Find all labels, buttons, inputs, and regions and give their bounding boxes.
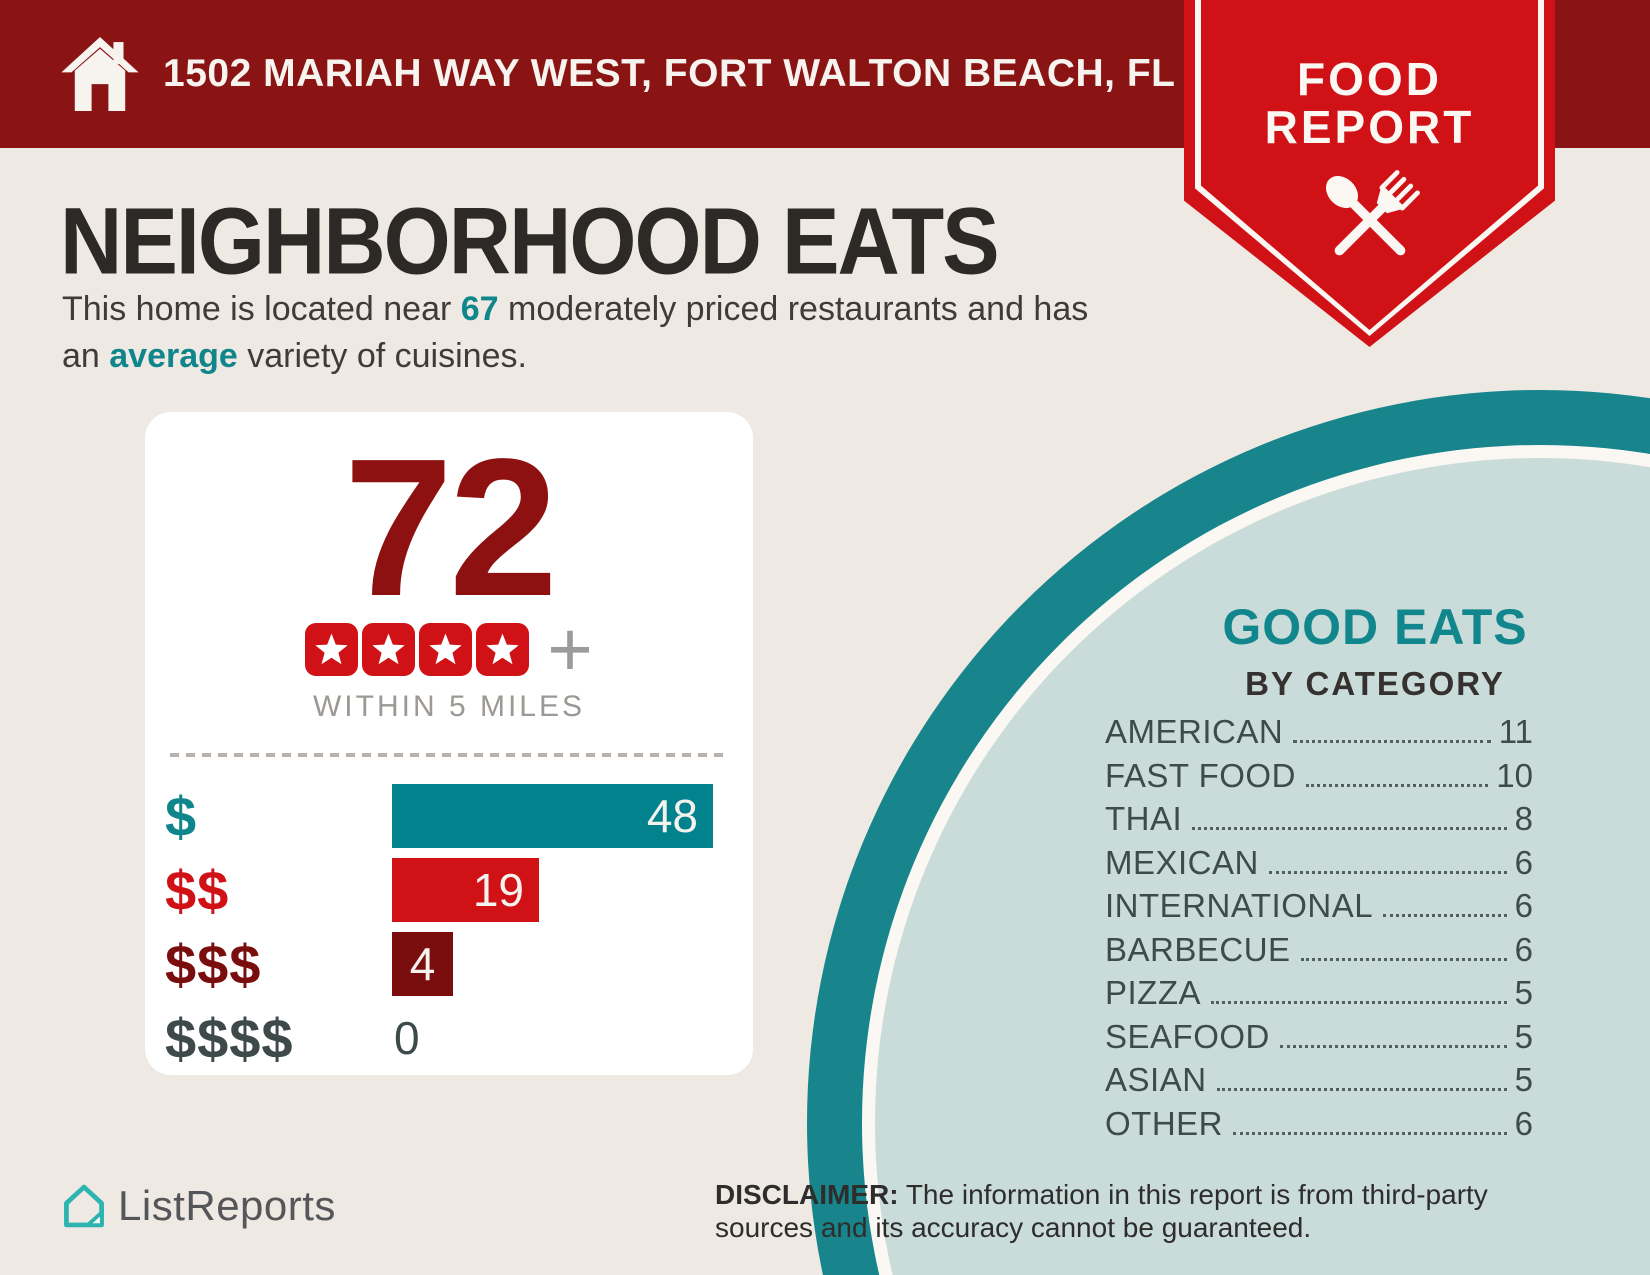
listreports-house-icon [64, 1184, 104, 1228]
property-address: 1502 MARIAH WAY WEST, FORT WALTON BEACH,… [163, 52, 1298, 95]
dashed-divider [170, 753, 725, 757]
dotted-leader [1233, 1131, 1507, 1135]
price-bar-row: $$$ 4 4 [165, 932, 735, 996]
category-label: AMERICAN [1105, 713, 1284, 750]
price-tier-label: $$$ [165, 932, 262, 996]
category-row: INTERNATIONAL 6 [1105, 887, 1533, 931]
category-row: ASIAN 5 [1105, 1061, 1533, 1105]
good-eats-header: GOOD EATS BY CATEGORY [1140, 598, 1610, 703]
ribbon-title-line1: FOOD [1297, 53, 1442, 105]
category-row: BARBECUE 6 [1105, 931, 1533, 975]
crossed-spoon-fork-icon [1325, 170, 1420, 256]
price-bar-chart: $ 48 48 $$ 19 19 $$$ [165, 784, 735, 1070]
disclaimer-text: The information in this report is from t… [715, 1179, 1488, 1243]
category-count: 10 [1496, 756, 1533, 794]
price-bar-value: 19 [472, 864, 524, 916]
category-count: 8 [1514, 800, 1533, 837]
category-label: FAST FOOD [1105, 756, 1296, 794]
price-bar-value: 4 [409, 938, 436, 990]
dotted-leader [1192, 827, 1507, 830]
category-label: MEXICAN [1105, 843, 1259, 881]
food-report-ribbon: FOOD REPORT [1184, 0, 1555, 347]
score-card: 72 [145, 412, 753, 1075]
price-bar: 4 [392, 932, 453, 996]
category-count: 5 [1514, 974, 1533, 1011]
star-icon [419, 623, 473, 676]
disclaimer-label: DISCLAIMER: [715, 1179, 899, 1210]
star-icon [362, 623, 416, 676]
home-icon [61, 37, 139, 111]
star-rating: + [145, 605, 753, 693]
subtitle-segment: variety of cuisines. [237, 337, 527, 375]
category-count: 5 [1514, 1017, 1533, 1055]
category-row: MEXICAN 6 [1105, 844, 1533, 888]
price-bar-row: $$ 19 19 [165, 858, 735, 922]
good-eats-category-list: AMERICAN 11 FAST FOOD 10 THAI 8 MEXICAN … [1105, 713, 1533, 1148]
category-label: OTHER [1105, 1104, 1223, 1142]
category-row: THAI 8 [1105, 800, 1533, 844]
star-icon [476, 623, 530, 676]
price-bar-row: $ 48 48 [165, 784, 735, 848]
category-count: 11 [1498, 713, 1533, 750]
price-zero-value: 0 [394, 1012, 420, 1064]
restaurant-score: 72 [343, 418, 558, 637]
category-row: PIZZA 5 [1105, 974, 1533, 1018]
category-label: ASIAN [1105, 1061, 1207, 1098]
category-count: 5 [1514, 1061, 1533, 1098]
category-row: OTHER 6 [1105, 1105, 1533, 1149]
disclaimer: DISCLAIMER: The information in this repo… [715, 1178, 1575, 1244]
category-label: PIZZA [1105, 974, 1202, 1011]
dotted-leader [1216, 1088, 1507, 1091]
good-eats-title: GOOD EATS [1222, 599, 1528, 655]
listreports-logo: ListReports [62, 1182, 336, 1230]
category-row: SEAFOOD 5 [1105, 1018, 1533, 1062]
dotted-leader [1305, 783, 1489, 787]
dotted-leader [1279, 1044, 1507, 1048]
dotted-leader [1293, 740, 1491, 743]
category-count: 6 [1514, 1104, 1533, 1142]
price-bar: 48 [392, 784, 713, 848]
subtitle-segment: This home is located near [62, 290, 461, 328]
category-count: 6 [1514, 843, 1533, 881]
plus-sign: + [547, 605, 593, 693]
radius-label: WITHIN 5 MILES [312, 690, 586, 723]
price-bar-value: 48 [646, 790, 698, 842]
category-row: AMERICAN 11 [1105, 713, 1533, 757]
ribbon-title-line2: REPORT [1264, 101, 1475, 153]
subtitle-segment: average [109, 337, 238, 375]
category-label: THAI [1105, 800, 1183, 837]
subtitle-segment: 67 [460, 290, 499, 328]
subtitle-segment: moderately priced restaurants and has an [62, 290, 1089, 375]
price-tier-label: $$ [165, 858, 230, 922]
price-bar-row: $$$$ 0 0 [165, 1006, 735, 1070]
category-row: FAST FOOD 10 [1105, 757, 1533, 801]
price-tier-label: $ [165, 784, 198, 848]
price-bar: 19 [392, 858, 539, 922]
dotted-leader [1211, 1001, 1507, 1004]
category-count: 6 [1514, 887, 1533, 924]
page-subtitle: This home is located near 67 moderately … [62, 286, 1102, 380]
category-label: BARBECUE [1105, 930, 1291, 968]
star-icon [305, 623, 359, 676]
category-label: INTERNATIONAL [1105, 887, 1374, 924]
star-tiles [305, 623, 530, 676]
page-title: NEIGHBORHOOD EATS [60, 187, 1000, 294]
price-tier-label: $$$$ [165, 1006, 294, 1070]
category-label: SEAFOOD [1105, 1017, 1270, 1055]
dotted-leader [1300, 957, 1507, 961]
dotted-leader [1383, 914, 1507, 917]
dotted-leader [1268, 870, 1507, 874]
category-count: 6 [1514, 930, 1533, 968]
good-eats-subtitle: BY CATEGORY [1245, 665, 1505, 702]
listreports-logo-text: ListReports [118, 1182, 336, 1229]
